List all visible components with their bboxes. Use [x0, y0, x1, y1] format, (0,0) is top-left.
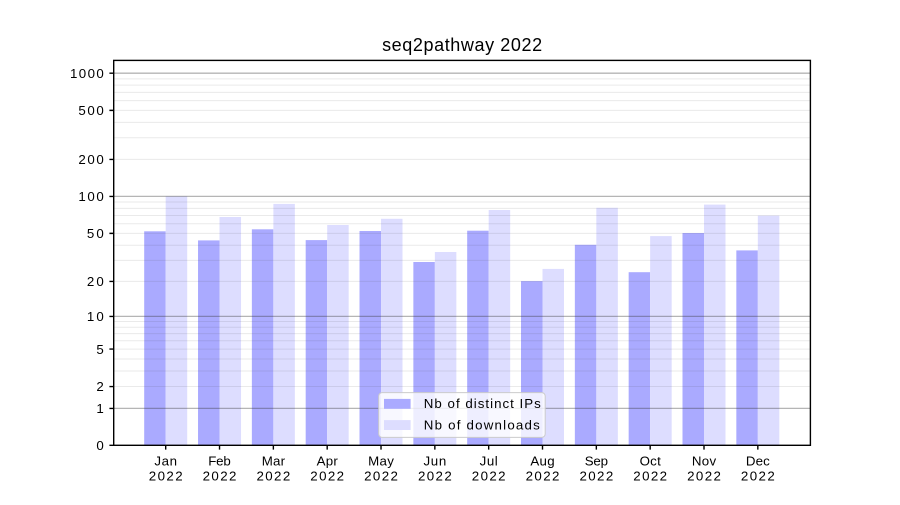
svg-text:2022: 2022	[579, 469, 613, 484]
svg-text:Jun: Jun	[423, 454, 446, 469]
svg-text:2022: 2022	[741, 469, 775, 484]
svg-text:Oct: Oct	[640, 454, 661, 469]
svg-text:2022: 2022	[687, 469, 721, 484]
svg-text:Apr: Apr	[317, 454, 339, 469]
svg-text:2022: 2022	[418, 469, 452, 484]
svg-text:100: 100	[78, 189, 103, 204]
svg-text:2022: 2022	[364, 469, 398, 484]
svg-text:2022: 2022	[256, 469, 290, 484]
svg-text:0: 0	[96, 438, 103, 453]
svg-text:seq2pathway 2022: seq2pathway 2022	[382, 35, 542, 55]
svg-text:2022: 2022	[203, 469, 237, 484]
svg-text:2022: 2022	[149, 469, 183, 484]
svg-text:Nov: Nov	[692, 454, 717, 469]
svg-text:5: 5	[96, 342, 103, 357]
svg-text:Nb of distinct IPs: Nb of distinct IPs	[424, 396, 541, 411]
svg-text:Jul: Jul	[480, 454, 498, 469]
svg-text:2022: 2022	[526, 469, 560, 484]
svg-text:1: 1	[96, 401, 103, 416]
svg-text:1000: 1000	[70, 66, 104, 81]
svg-text:2022: 2022	[310, 469, 344, 484]
svg-text:2022: 2022	[633, 469, 667, 484]
svg-text:2022: 2022	[472, 469, 506, 484]
svg-text:Feb: Feb	[208, 454, 231, 469]
svg-text:Jan: Jan	[154, 454, 177, 469]
svg-text:200: 200	[78, 152, 103, 167]
svg-text:500: 500	[78, 103, 103, 118]
svg-text:Aug: Aug	[530, 454, 554, 469]
svg-text:Nb of downloads: Nb of downloads	[424, 417, 540, 432]
svg-text:May: May	[368, 454, 394, 469]
svg-text:Sep: Sep	[585, 454, 608, 469]
svg-text:Dec: Dec	[746, 454, 770, 469]
svg-text:Mar: Mar	[262, 454, 286, 469]
svg-text:2: 2	[96, 379, 103, 394]
